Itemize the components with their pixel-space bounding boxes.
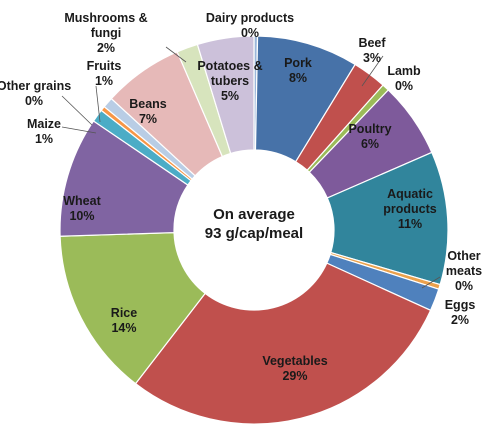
label-other-meats: Other meats 0% (446, 249, 482, 293)
center-line-2: 93 g/cap/meal (205, 225, 303, 242)
label-fruits: Fruits 1% (87, 59, 122, 88)
leader-beef (361, 55, 384, 87)
leader-mushrooms-and-fungi (165, 46, 187, 63)
label-potatoes-and-tubers: Potatoes & tubers 5% (197, 59, 262, 103)
slice-vegetables (134, 262, 432, 425)
leader-maize (61, 126, 97, 134)
slice-potatoes-and-tubers (196, 35, 255, 155)
label-other-grains: Other grains 0% (0, 79, 71, 108)
label-mushrooms-and-fungi: Mushrooms & fungi 2% (64, 11, 147, 55)
leader-lines (61, 46, 441, 289)
label-pork: Pork 8% (284, 56, 312, 85)
donut-slices (59, 35, 449, 425)
label-maize: Maize 1% (27, 117, 61, 146)
label-wheat: Wheat 10% (63, 194, 101, 223)
slice-labels: Dairy products 0% Pork 8% Beef 3%Lamb 0% Poultr… (0, 11, 482, 383)
label-eggs: Eggs 2% (445, 298, 476, 327)
label-dairy-products: Dairy products 0% (206, 11, 294, 40)
label-beans: Beans 7% (129, 97, 167, 126)
label-poultry: Poultry 6% (348, 122, 391, 151)
label-lamb: Lamb 0% (387, 64, 421, 93)
label-vegetables: Vegetables 29% (262, 354, 327, 383)
label-rice: Rice 14% (111, 306, 137, 335)
label-aquatic-products: Aquatic products 11% (383, 187, 437, 231)
leader-other-meats (421, 276, 441, 289)
label-beef: Beef 3% (358, 36, 386, 65)
center-line-1: On average (213, 206, 295, 223)
slice-rice (59, 231, 207, 385)
leader-fruits (95, 85, 101, 123)
leader-other-grains (61, 95, 93, 126)
